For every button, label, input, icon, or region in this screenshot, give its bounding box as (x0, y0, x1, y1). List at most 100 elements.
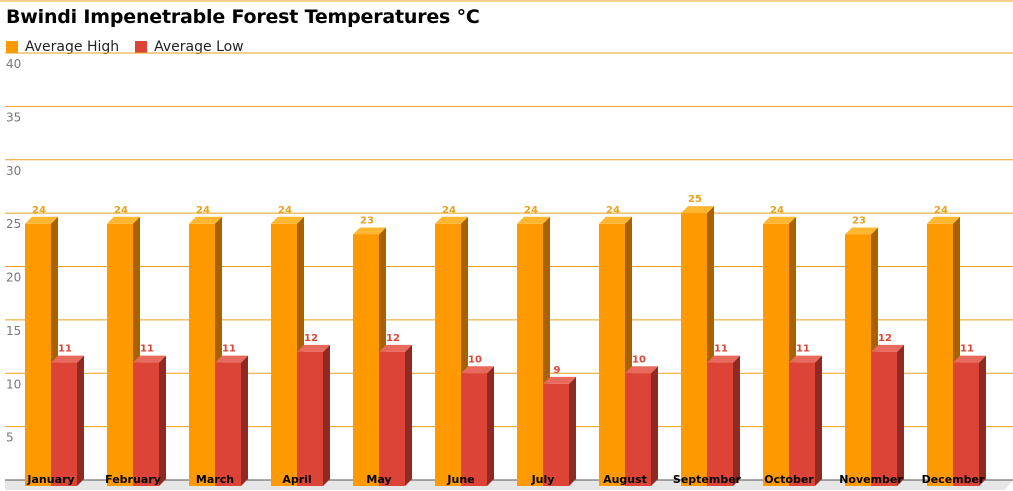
bar-average-low-september-top (707, 355, 740, 363)
y-tick-label-35: 35 (6, 110, 21, 124)
bar-average-low-may-side (405, 344, 412, 486)
bar-average-high-march-top (189, 216, 222, 224)
bar-average-low-june-side (487, 366, 494, 486)
legend-swatch-low (135, 41, 148, 53)
bar-average-low-december-value-label: 11 (960, 344, 974, 355)
bar-average-low-may-value-label: 12 (386, 333, 400, 344)
x-tick-label-january: January (26, 473, 74, 486)
x-tick-label-february: February (105, 473, 161, 486)
bar-average-low-june (461, 373, 487, 486)
bar-average-low-january-value-label: 11 (58, 344, 72, 355)
bar-average-high-april-value-label: 24 (278, 205, 292, 216)
bar-average-low-july-value-label: 9 (554, 365, 561, 376)
bar-average-low-january-side (77, 355, 84, 486)
x-tick-label-september: September (673, 473, 742, 486)
bar-average-low-march-side (241, 355, 248, 486)
bar-average-high-november-top (845, 227, 878, 235)
y-tick-label-10: 10 (6, 377, 21, 391)
bar-average-high-september-value-label: 25 (688, 194, 702, 205)
bar-average-high-july (517, 223, 543, 487)
bar-average-low-june-top (461, 366, 494, 374)
bar-average-high-december (927, 223, 953, 487)
bar-average-low-february-top (133, 355, 166, 363)
bar-average-low-september (707, 362, 733, 486)
bar-average-high-july-value-label: 24 (524, 205, 538, 216)
bar-average-high-december-value-label: 24 (934, 205, 948, 216)
bar-average-low-november-value-label: 12 (878, 333, 892, 344)
bar-average-low-february (133, 362, 159, 486)
x-tick-label-november: November (839, 473, 903, 486)
bar-average-low-december-side (979, 355, 986, 486)
bar-average-low-october-top (789, 355, 822, 363)
bar-average-high-november-value-label: 23 (852, 215, 866, 226)
bar-average-low-april (297, 351, 323, 486)
bar-average-high-may-value-label: 23 (360, 215, 374, 226)
bar-average-high-february-value-label: 24 (114, 205, 128, 216)
bar-average-low-november-side (897, 344, 904, 486)
chart-title: Bwindi Impenetrable Forest Temperatures … (6, 6, 480, 28)
bar-average-high-april (271, 223, 297, 487)
bar-average-low-march (215, 362, 241, 486)
bar-average-high-august-top (599, 216, 632, 224)
bar-average-low-may (379, 351, 405, 486)
bar-average-high-june (435, 223, 461, 487)
y-tick-label-5: 5 (6, 431, 14, 445)
bar-average-low-april-top (297, 344, 330, 352)
bar-average-low-november (871, 351, 897, 486)
x-tick-label-may: May (366, 473, 391, 486)
bar-average-low-november-top (871, 344, 904, 352)
y-tick-label-20: 20 (6, 271, 21, 285)
x-tick-label-march: March (196, 473, 234, 486)
bar-average-low-july-top (543, 376, 576, 384)
bar-average-low-july-side (569, 376, 576, 486)
bar-average-low-september-side (733, 355, 740, 486)
bar-average-high-september (681, 213, 707, 486)
bar-average-high-february-top (107, 216, 140, 224)
bar-average-low-december (953, 362, 979, 486)
x-tick-label-december: December (922, 473, 985, 486)
legend-item-low[interactable]: Average Low (135, 39, 244, 55)
legend-item-high[interactable]: Average High (6, 39, 119, 55)
legend-label-high: Average High (25, 39, 120, 55)
bar-average-high-february (107, 223, 133, 487)
bar-average-low-march-value-label: 11 (222, 344, 236, 355)
chart-floor (5, 480, 1013, 490)
bar-average-low-march-top (215, 355, 248, 363)
bar-average-high-january-top (25, 216, 58, 224)
bar-average-low-october-side (815, 355, 822, 486)
bar-average-high-august (599, 223, 625, 487)
bar-average-low-august-value-label: 10 (632, 354, 646, 365)
bar-average-low-april-value-label: 12 (304, 333, 318, 344)
bar-average-high-may-top (353, 227, 386, 235)
bar-average-high-july-top (517, 216, 550, 224)
bar-average-high-june-top (435, 216, 468, 224)
legend: Average High Average Low (6, 39, 244, 55)
x-tick-label-april: April (282, 473, 311, 486)
bar-average-high-january-value-label: 24 (32, 205, 46, 216)
legend-label-low: Average Low (154, 39, 244, 55)
bar-average-high-november (845, 234, 871, 486)
x-tick-label-august: August (603, 473, 647, 486)
bar-average-low-june-value-label: 10 (468, 354, 482, 365)
bar-average-low-october (789, 362, 815, 486)
bar-average-low-july (543, 383, 569, 486)
bar-average-low-august (625, 373, 651, 486)
bar-average-high-october (763, 223, 789, 487)
bar-average-high-october-value-label: 24 (770, 205, 784, 216)
bar-average-low-october-value-label: 11 (796, 344, 810, 355)
bar-average-low-april-side (323, 344, 330, 486)
bar-average-high-june-value-label: 24 (442, 205, 456, 216)
bar-average-low-february-value-label: 11 (140, 344, 154, 355)
y-tick-label-30: 30 (6, 164, 21, 178)
bar-average-high-december-top (927, 216, 960, 224)
bar-average-high-march-value-label: 24 (196, 205, 210, 216)
bar-average-high-september-top (681, 206, 714, 214)
y-tick-label-40: 40 (6, 57, 21, 71)
bar-average-low-february-side (159, 355, 166, 486)
bar-average-low-january (51, 362, 77, 486)
x-tick-label-july: July (531, 473, 555, 486)
bar-average-low-august-side (651, 366, 658, 486)
y-tick-label-25: 25 (6, 217, 21, 231)
bar-average-high-march (189, 223, 215, 487)
